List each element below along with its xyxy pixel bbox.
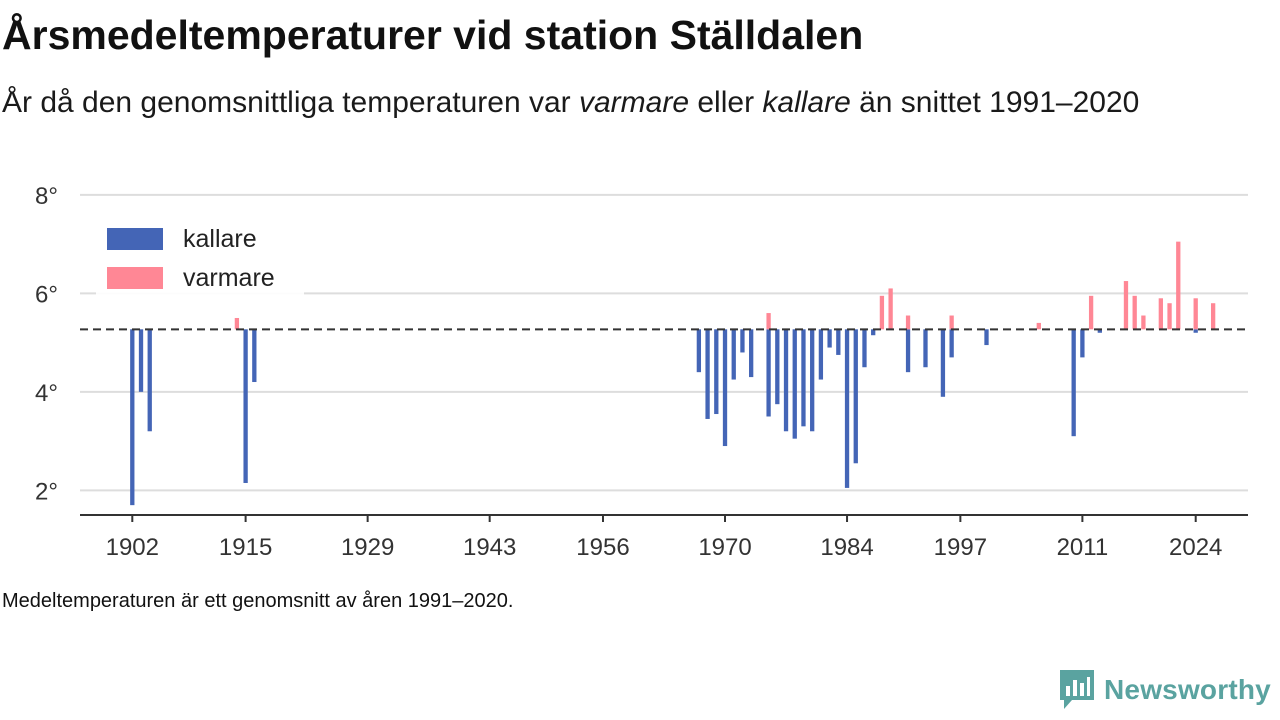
brand-logo: Newsworthy <box>1058 668 1271 712</box>
bar-colder <box>1097 329 1102 333</box>
bar-colder <box>940 329 946 397</box>
temperature-bar-chart: 2° 4° 6° 8° 1902 1915 1929 1943 1956 1970 1984 1997… <box>35 183 1248 561</box>
bar-warmer <box>234 317 240 330</box>
bar-warmer <box>949 315 954 330</box>
x-tick-label: 1956 <box>576 534 629 561</box>
bar-warmer <box>888 288 893 330</box>
chart-subtitle: År då den genomsnittliga temperaturen va… <box>2 82 1242 124</box>
bar-colder <box>923 329 928 368</box>
subtitle-prefix: År då den genomsnittliga temperaturen va… <box>2 86 579 119</box>
legend-label-kallare: kallare <box>183 225 257 253</box>
bar-colder <box>905 329 911 373</box>
bar-colder <box>818 329 824 380</box>
bar-colder <box>853 329 858 464</box>
bar-colder <box>827 329 832 348</box>
legend-swatch-kallare <box>107 228 163 250</box>
bar-warmer <box>1176 241 1181 330</box>
subtitle-mid: eller <box>689 86 763 119</box>
bar-warmer <box>1088 295 1094 330</box>
bar-colder <box>138 329 144 392</box>
x-tick-label: 1970 <box>698 534 751 561</box>
x-tick-label: 1984 <box>820 534 873 561</box>
bar-warmer <box>1210 303 1216 330</box>
bar-colder <box>252 329 257 383</box>
bar-warmer <box>1158 298 1163 330</box>
bar-warmer <box>1036 322 1041 330</box>
bar-colder <box>147 329 152 432</box>
subtitle-warm: varmare <box>579 86 690 119</box>
bar-warmer <box>1123 281 1129 330</box>
bar-colder <box>862 329 867 368</box>
x-tick-label: 1943 <box>463 534 516 561</box>
x-tick-label: 2024 <box>1169 534 1222 561</box>
bar-colder <box>801 329 806 427</box>
bar-colder <box>783 329 789 432</box>
y-tick-label: 4° <box>35 380 58 407</box>
y-tick-label: 2° <box>35 478 58 505</box>
bar-colder <box>792 329 797 439</box>
x-tick-label: 1997 <box>934 534 987 561</box>
bar-warmer <box>879 295 885 330</box>
newsworthy-logo-icon <box>1060 670 1094 709</box>
bar-colder <box>775 329 780 405</box>
x-tick-label: 1929 <box>341 534 394 561</box>
y-tick-label: 8° <box>35 183 58 210</box>
subtitle-suffix: än snittet 1991–2020 <box>850 86 1140 119</box>
bar-colder <box>984 329 989 346</box>
legend-label-varmare: varmare <box>183 264 275 292</box>
bar-colder <box>1080 329 1085 358</box>
bar-colder <box>949 329 954 358</box>
subtitle-cold: kallare <box>762 86 851 119</box>
bar-colder <box>130 329 135 506</box>
chart-title: Årsmedeltemperaturer vid station Ställda… <box>2 12 864 58</box>
x-tick-label: 2011 <box>1057 534 1109 561</box>
bar-colder <box>1071 329 1076 437</box>
bar-colder <box>749 329 754 378</box>
bar-colder <box>705 329 710 419</box>
bar-warmer <box>905 315 911 330</box>
bar-colder <box>714 329 719 415</box>
bar-warmer <box>1167 303 1172 330</box>
bar-colder <box>871 329 876 336</box>
bar-warmer <box>1141 315 1146 330</box>
x-tick-label: 1902 <box>106 534 159 561</box>
bar-warmer <box>1193 298 1198 330</box>
bar-colder <box>731 329 736 380</box>
brand-name: Newsworthy <box>1104 674 1271 705</box>
legend-swatch-varmare <box>107 267 163 289</box>
x-tick-label: 1915 <box>219 534 272 561</box>
bar-colder <box>243 329 248 483</box>
bar-colder <box>740 329 745 353</box>
footnote: Medeltemperaturen är ett genomsnitt av å… <box>2 590 514 612</box>
y-tick-label: 6° <box>35 281 58 308</box>
bar-colder <box>844 329 850 488</box>
bar-colder <box>810 329 815 432</box>
bar-colder <box>766 329 771 417</box>
bar-colder <box>722 329 728 447</box>
bar-warmer <box>1132 295 1137 330</box>
bar-colder <box>836 329 841 355</box>
bar-colder <box>696 329 702 373</box>
bar-warmer <box>766 313 771 330</box>
bar-colder <box>1193 329 1198 333</box>
